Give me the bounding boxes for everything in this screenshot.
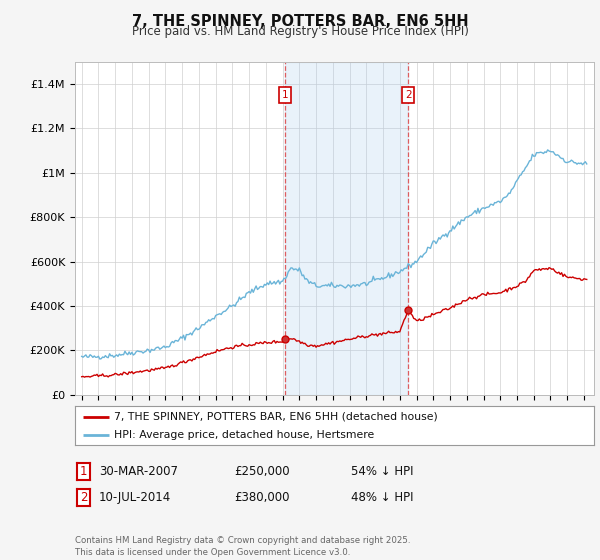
Text: 30-MAR-2007: 30-MAR-2007 xyxy=(99,465,178,478)
Text: £380,000: £380,000 xyxy=(234,491,290,504)
Text: 1: 1 xyxy=(282,90,289,100)
Bar xyxy=(286,62,408,395)
Text: £250,000: £250,000 xyxy=(234,465,290,478)
Text: 1: 1 xyxy=(80,465,87,478)
Text: 54% ↓ HPI: 54% ↓ HPI xyxy=(351,465,413,478)
Text: Price paid vs. HM Land Registry's House Price Index (HPI): Price paid vs. HM Land Registry's House … xyxy=(131,25,469,38)
Text: 48% ↓ HPI: 48% ↓ HPI xyxy=(351,491,413,504)
Text: 7, THE SPINNEY, POTTERS BAR, EN6 5HH: 7, THE SPINNEY, POTTERS BAR, EN6 5HH xyxy=(131,14,469,29)
Text: 7, THE SPINNEY, POTTERS BAR, EN6 5HH (detached house): 7, THE SPINNEY, POTTERS BAR, EN6 5HH (de… xyxy=(114,412,437,422)
Text: 2: 2 xyxy=(80,491,87,504)
Text: HPI: Average price, detached house, Hertsmere: HPI: Average price, detached house, Hert… xyxy=(114,430,374,440)
Text: 2: 2 xyxy=(405,90,412,100)
Text: Contains HM Land Registry data © Crown copyright and database right 2025.
This d: Contains HM Land Registry data © Crown c… xyxy=(75,536,410,557)
Text: 10-JUL-2014: 10-JUL-2014 xyxy=(99,491,171,504)
